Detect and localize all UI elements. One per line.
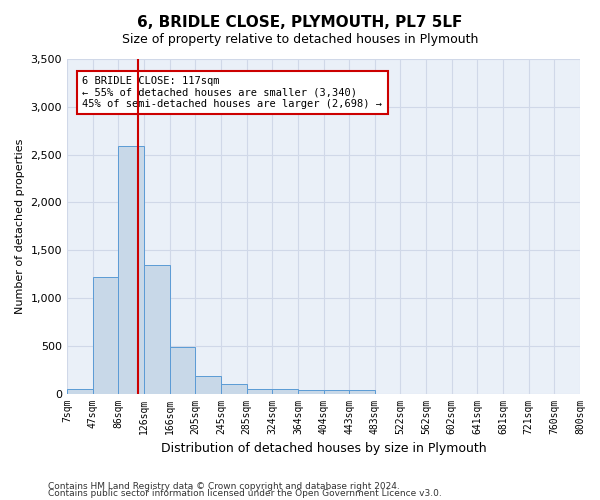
Bar	[170, 346, 195, 394]
Bar	[118, 146, 144, 394]
Bar	[221, 384, 247, 394]
Text: Contains HM Land Registry data © Crown copyright and database right 2024.: Contains HM Land Registry data © Crown c…	[48, 482, 400, 491]
Bar	[144, 266, 170, 394]
Bar	[272, 390, 298, 394]
Bar	[298, 390, 323, 394]
Bar	[349, 390, 375, 394]
Bar	[195, 376, 221, 394]
X-axis label: Distribution of detached houses by size in Plymouth: Distribution of detached houses by size …	[161, 442, 487, 455]
Text: 6 BRIDLE CLOSE: 117sqm
← 55% of detached houses are smaller (3,340)
45% of semi-: 6 BRIDLE CLOSE: 117sqm ← 55% of detached…	[82, 76, 382, 109]
Bar	[323, 390, 349, 394]
Text: Size of property relative to detached houses in Plymouth: Size of property relative to detached ho…	[122, 32, 478, 46]
Bar	[67, 389, 92, 394]
Bar	[92, 277, 118, 394]
Y-axis label: Number of detached properties: Number of detached properties	[15, 138, 25, 314]
Text: 6, BRIDLE CLOSE, PLYMOUTH, PL7 5LF: 6, BRIDLE CLOSE, PLYMOUTH, PL7 5LF	[137, 15, 463, 30]
Bar	[247, 390, 272, 394]
Text: Contains public sector information licensed under the Open Government Licence v3: Contains public sector information licen…	[48, 490, 442, 498]
